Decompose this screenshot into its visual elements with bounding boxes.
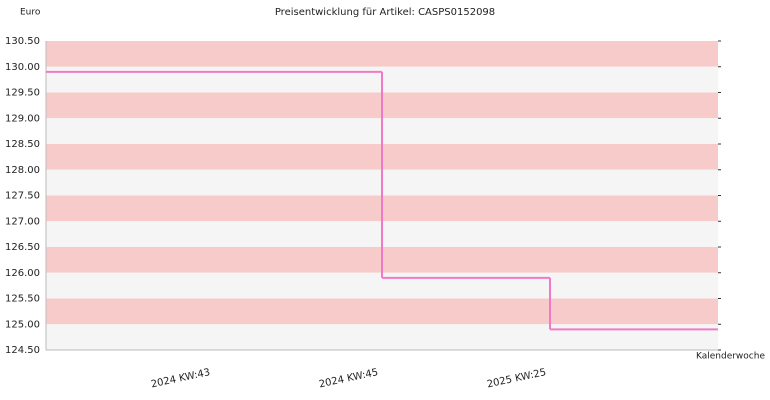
band [46,298,718,325]
y-tick-label: 126.50 [5,242,40,253]
band [46,324,718,350]
x-tick-label: 2024 KW:43 [150,367,211,390]
y-tick-label: 129.00 [5,113,40,124]
x-tick-label: 2024 KW:45 [318,367,379,390]
y-tick-label: 125.50 [5,294,40,305]
x-tick-label: 2025 KW:25 [486,367,547,390]
chart-title: Preisentwicklung für Artikel: CASPS01520… [275,7,495,18]
y-tick-label: 130.50 [5,36,40,47]
y-tick-label: 127.50 [5,191,40,202]
y-tick-label: 127.00 [5,216,40,227]
x-axis-label: Kalenderwoche [696,352,765,362]
y-tick-label: 128.50 [5,139,40,150]
band [46,41,718,67]
y-tick-label: 124.50 [5,345,40,356]
y-tick-label: 129.50 [5,88,40,99]
y-axis-label: Euro [20,8,41,18]
y-tick-label: 125.00 [5,319,40,330]
y-tick-label: 126.00 [5,268,40,279]
y-tick-label: 130.00 [5,62,40,73]
y-tick-label: 128.00 [5,165,40,176]
